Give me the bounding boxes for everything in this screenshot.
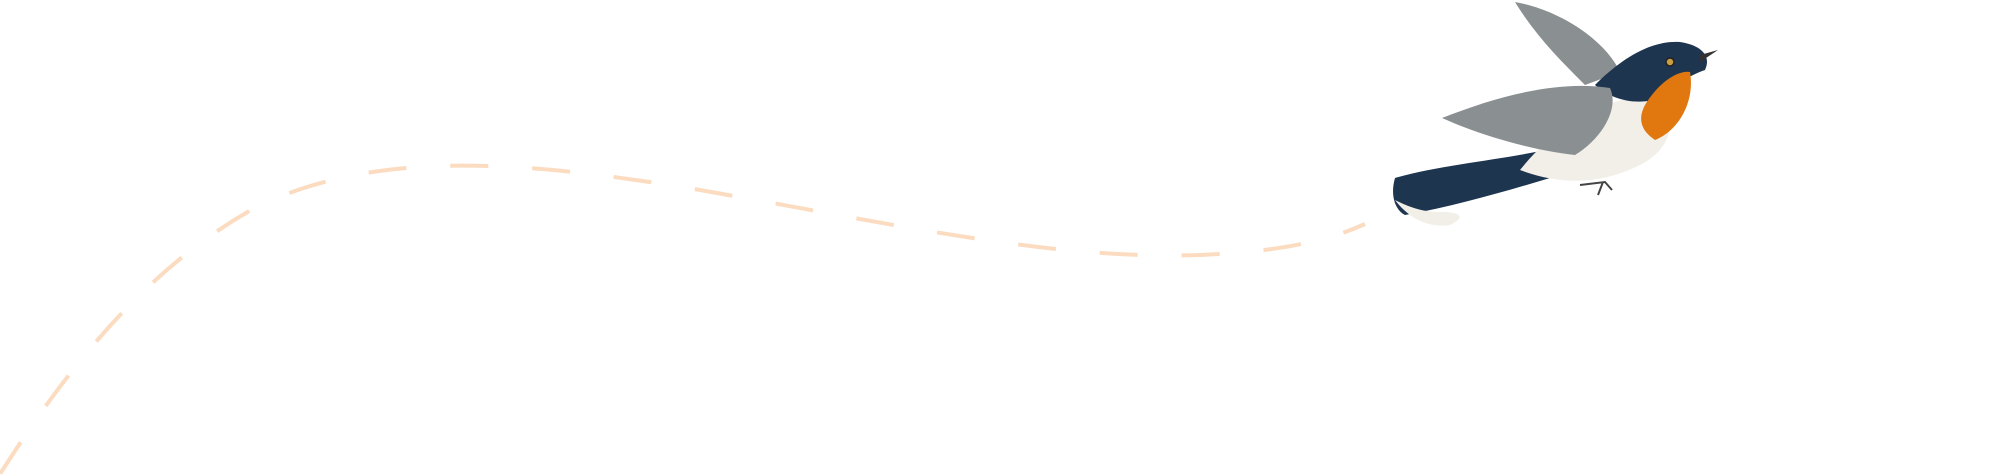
bird-head — [1595, 41, 1708, 102]
bird-eye — [1665, 57, 1675, 67]
bird-tail — [1393, 150, 1560, 215]
bird-beak — [1700, 50, 1718, 62]
bird-image — [1393, 2, 1718, 226]
bird-lower-wing — [1442, 85, 1613, 155]
dashed-flight-path — [0, 163, 1366, 474]
bird-feet — [1579, 180, 1613, 196]
bird-throat — [1641, 71, 1691, 140]
bird-upper-wing — [1515, 2, 1620, 85]
bird-tail-tip — [1395, 200, 1460, 226]
